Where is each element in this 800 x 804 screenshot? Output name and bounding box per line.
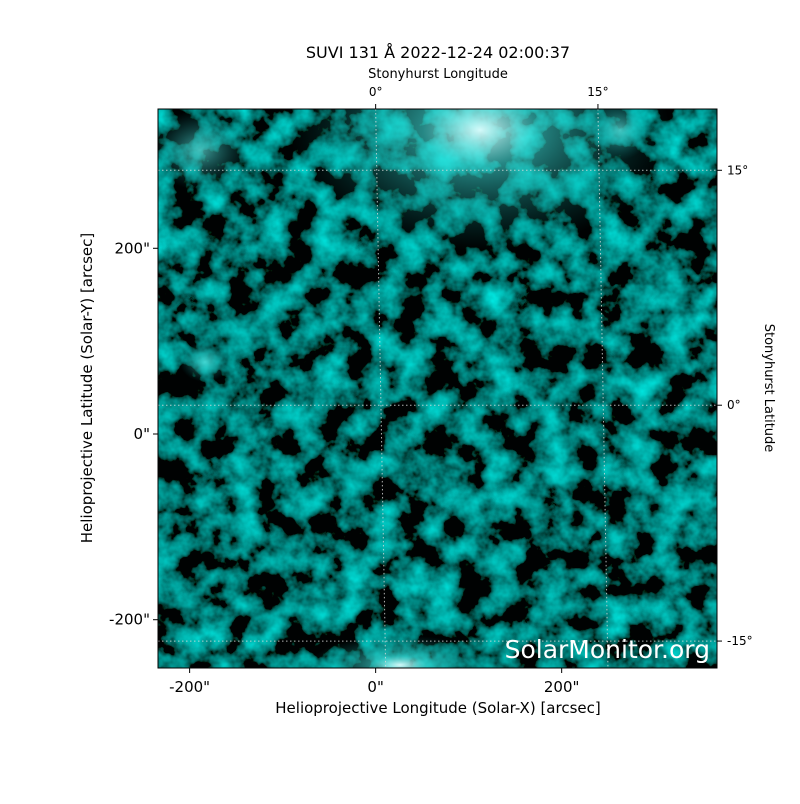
y-label: Helioprojective Latitude (Solar-Y) [arcs… — [78, 233, 96, 543]
plot-frame — [157, 108, 718, 669]
watermark: SolarMonitor.org — [505, 635, 710, 664]
y2-label: Stonyhurst Latitude — [761, 324, 776, 453]
y-tick-label: 200" — [114, 239, 150, 257]
y2-tick-label: 0° — [727, 398, 741, 412]
x-label: Helioprojective Longitude (Solar-X) [arc… — [275, 699, 600, 717]
grid-line — [597, 109, 609, 668]
x-tick-label: -200" — [169, 678, 210, 696]
x-tick-label: 200" — [544, 678, 580, 696]
y2-tick-label: 15° — [727, 163, 748, 177]
x2-tick-label: 0° — [369, 85, 383, 99]
y2-tick-label: -15° — [727, 634, 753, 648]
x-tick-label: 0" — [367, 678, 383, 696]
solar-image — [158, 109, 717, 668]
chart-title: SUVI 131 Å 2022-12-24 02:00:37 — [306, 43, 570, 62]
x2-tick-label: 15° — [587, 85, 608, 99]
grid-line — [375, 109, 387, 668]
y-tick-label: -200" — [109, 611, 150, 629]
x2-label: Stonyhurst Longitude — [368, 67, 508, 82]
grid — [158, 109, 717, 668]
y-tick-label: 0" — [134, 425, 150, 443]
